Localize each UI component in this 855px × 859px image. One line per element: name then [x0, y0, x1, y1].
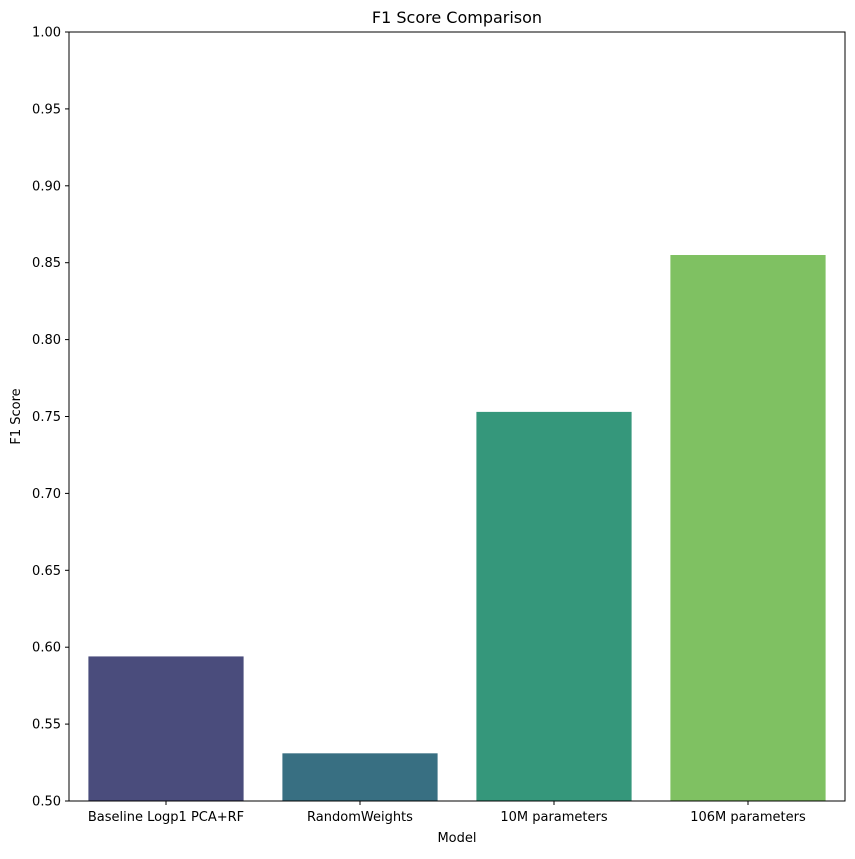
bar-4 [670, 255, 826, 801]
bars-group [88, 255, 826, 801]
x-tick-label: RandomWeights [307, 810, 413, 825]
x-tick-label: Baseline Logp1 PCA+RF [88, 810, 244, 825]
bar-3 [476, 411, 632, 801]
y-tick-label: 0.50 [32, 795, 61, 810]
bar-2 [282, 753, 438, 801]
y-tick-label: 0.85 [32, 256, 61, 271]
y-tick-label: 0.60 [32, 641, 61, 656]
x-axis: Baseline Logp1 PCA+RF RandomWeights 10M pa… [88, 801, 806, 825]
x-axis-title: Model [437, 831, 476, 846]
y-tick-label: 0.65 [32, 564, 61, 579]
x-tick-label: 106M parameters [690, 810, 806, 825]
y-tick-label: 0.55 [32, 718, 61, 733]
y-tick-label: 0.90 [32, 179, 61, 194]
y-axis-title: F1 Score [9, 388, 24, 444]
chart-title: F1 Score Comparison [372, 8, 542, 27]
y-tick-label: 0.75 [32, 410, 61, 425]
x-tick-label: 10M parameters [500, 810, 608, 825]
y-tick-label: 0.80 [32, 333, 61, 348]
y-tick-label: 0.95 [32, 102, 61, 117]
y-tick-label: 1.00 [32, 26, 61, 41]
bar-1 [88, 656, 244, 801]
y-tick-label: 0.70 [32, 487, 61, 502]
y-axis: 0.50 0.55 0.60 0.65 0.70 0.75 0.80 0.85 0.90 0.95… [32, 26, 69, 810]
